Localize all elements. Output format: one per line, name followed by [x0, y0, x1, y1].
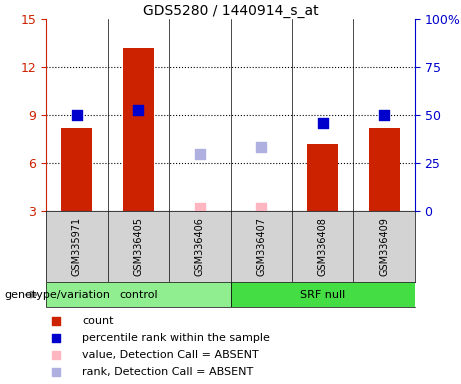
Text: count: count [82, 316, 114, 326]
Point [196, 151, 203, 157]
Text: percentile rank within the sample: percentile rank within the sample [82, 333, 270, 343]
Text: GSM336409: GSM336409 [379, 217, 389, 276]
Bar [61, 128, 92, 211]
Text: GSM335971: GSM335971 [72, 217, 82, 276]
Bar [369, 128, 400, 211]
Bar [230, 282, 415, 307]
Text: value, Detection Call = ABSENT: value, Detection Call = ABSENT [82, 350, 259, 360]
Bar [307, 144, 338, 211]
Text: GSM336406: GSM336406 [195, 217, 205, 276]
Text: rank, Detection Call = ABSENT: rank, Detection Call = ABSENT [82, 367, 254, 377]
Point [258, 205, 265, 211]
Text: control: control [119, 290, 158, 300]
Point [135, 108, 142, 114]
Text: GSM336408: GSM336408 [318, 217, 328, 276]
Point [380, 112, 388, 118]
Text: SRF null: SRF null [300, 290, 345, 300]
Point [52, 318, 59, 324]
Bar [46, 282, 230, 307]
Point [73, 112, 81, 118]
Point [52, 335, 59, 341]
Point [258, 144, 265, 150]
Text: GSM336405: GSM336405 [133, 217, 143, 276]
Text: GSM336407: GSM336407 [256, 217, 266, 276]
Point [319, 120, 326, 126]
Text: genotype/variation: genotype/variation [5, 290, 111, 300]
Title: GDS5280 / 1440914_s_at: GDS5280 / 1440914_s_at [143, 4, 318, 18]
Point [196, 205, 203, 211]
Point [52, 352, 59, 358]
Point [52, 369, 59, 376]
Bar [123, 48, 154, 211]
